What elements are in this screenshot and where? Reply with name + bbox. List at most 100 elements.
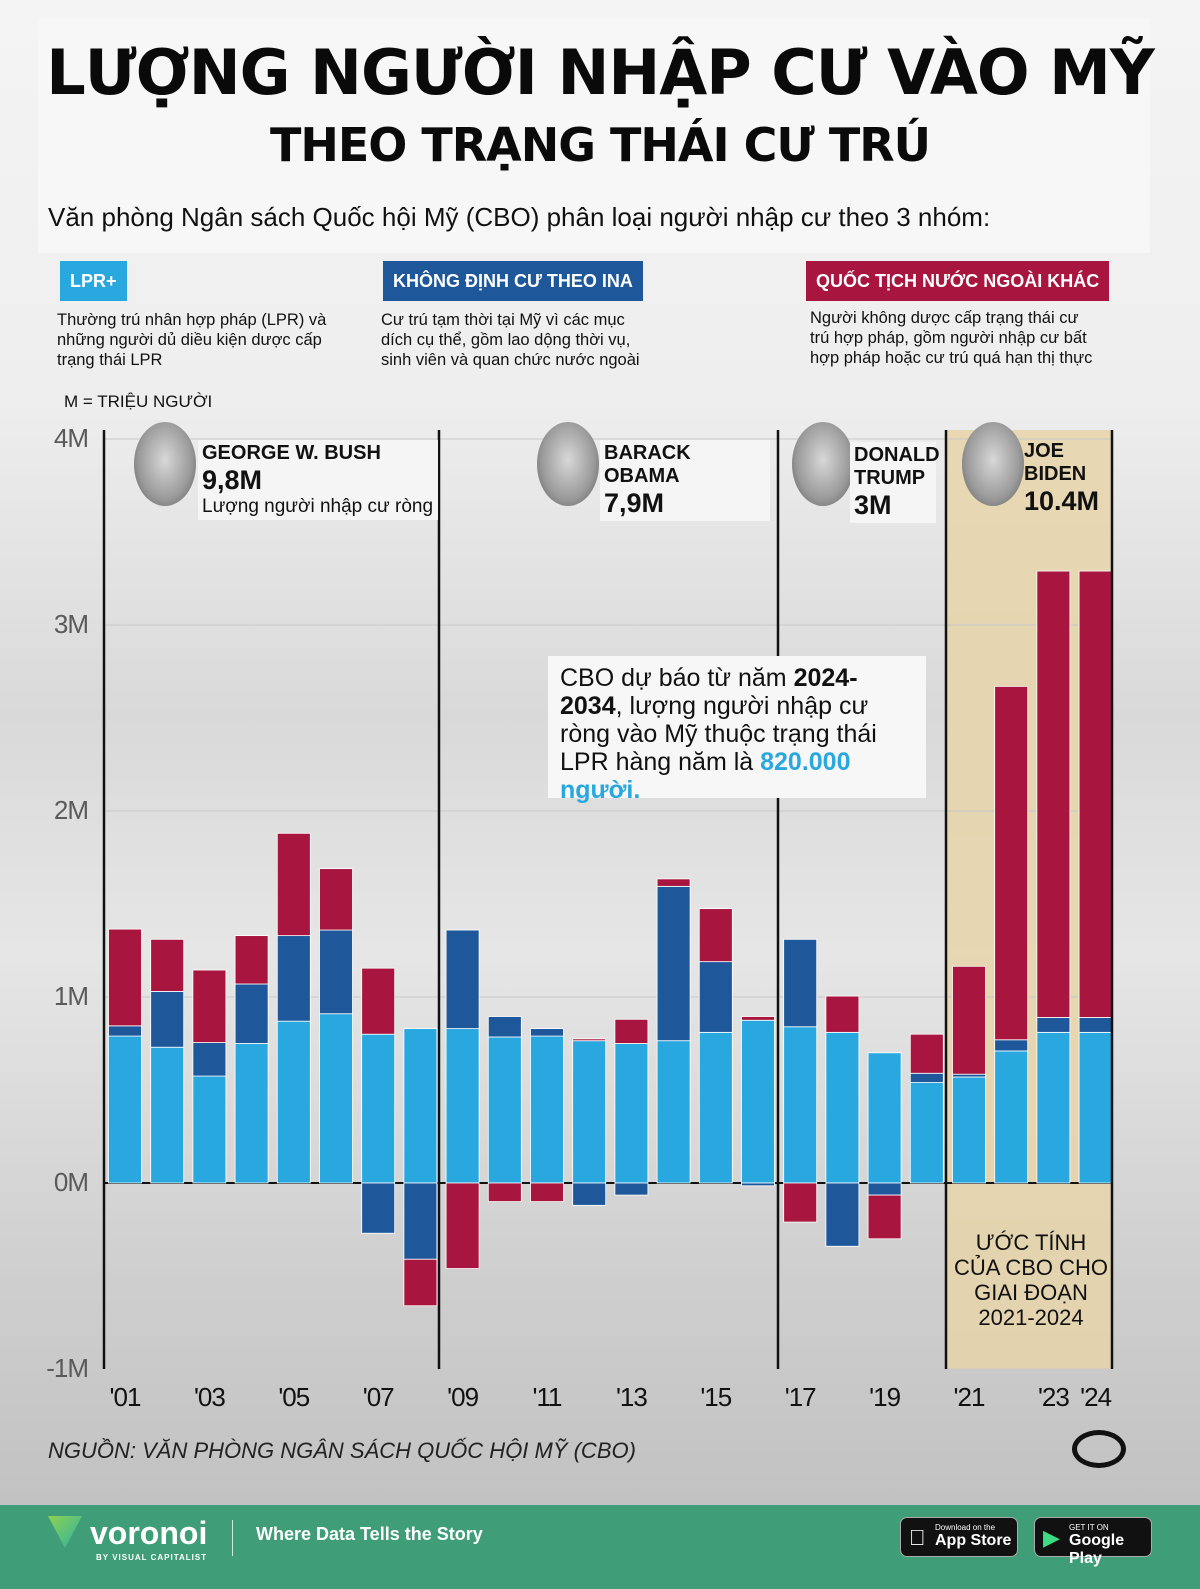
bar-segment-2002-lpr+ <box>150 1046 185 1184</box>
bar-segment-2019-kh-ng-nh-c-theo-ina <box>867 1182 902 1196</box>
callout-years: 2024-2034 <box>560 664 858 720</box>
bar-segment-2018-kh-ng-nh-c-theo-ina <box>825 1182 860 1247</box>
bar-segment-2002-kh-ng-nh-c-theo-ina <box>150 991 185 1048</box>
bar-segment-2015-lpr+ <box>698 1031 733 1184</box>
google-play-button[interactable]: ▶ GET IT ON Google Play <box>1034 1517 1152 1567</box>
bar-segment-2014-lpr+ <box>656 1040 691 1184</box>
bar-segment-2020-qu-c-t-ch-n-c-ngo-i-kh-c <box>909 1033 944 1074</box>
bar-segment-2010-qu-c-t-ch-n-c-ngo-i-kh-c <box>487 1182 522 1203</box>
y-tick-label: -1M <box>46 1353 89 1383</box>
y-tick-label: 2M <box>53 795 89 825</box>
bar-segment-2013-lpr+ <box>614 1043 649 1184</box>
legend-nonimmigrant: KHÔNG ĐỊNH CƯ THEO INA <box>383 261 643 301</box>
bar-segment-2001-lpr+ <box>108 1035 142 1184</box>
intro-text: Văn phòng Ngân sách Quốc hội Mỹ (CBO) ph… <box>48 202 991 232</box>
avatar-bush <box>134 422 196 506</box>
cbo-estimate-note: ƯỚC TÍNH CỦA CBO CHO GIAI ĐOẠN 2021-2024 <box>953 1230 1109 1330</box>
google-play-label: Google Play <box>1069 1532 1125 1567</box>
y-tick-label: 3M <box>53 609 89 639</box>
bar-segment-2018-qu-c-t-ch-n-c-ngo-i-kh-c <box>825 995 860 1033</box>
tagline: Where Data Tells the Story <box>256 1524 483 1544</box>
bar-segment-2024-kh-ng-nh-c-theo-ina <box>1078 1017 1113 1033</box>
x-tick-label: '21 <box>953 1382 986 1412</box>
legend-nonimmigrant-desc: Cư trú tạm thời tại Mỹ vì các mục dích c… <box>381 311 640 369</box>
president-value: 7,9M <box>604 488 665 518</box>
bar-segment-2023-qu-c-t-ch-n-c-ngo-i-kh-c <box>1036 570 1071 1018</box>
bar-segment-2005-kh-ng-nh-c-theo-ina <box>276 935 311 1022</box>
bar-segment-2002-qu-c-t-ch-n-c-ngo-i-kh-c <box>150 938 185 992</box>
app-store-label: App Store <box>935 1532 1012 1549</box>
y-tick-label: 1M <box>53 981 89 1011</box>
x-tick-label: '23 <box>1037 1382 1070 1412</box>
y-tick-label: 0M <box>53 1167 89 1197</box>
bar-segment-2021-kh-ng-nh-c-theo-ina <box>952 1073 986 1078</box>
source-note: NGUỒN: VĂN PHÒNG NGÂN SÁCH QUỐC HỘI MỸ (… <box>48 1438 636 1463</box>
bar-segment-2014-qu-c-t-ch-n-c-ngo-i-kh-c <box>656 878 691 887</box>
bar-segment-2021-lpr+ <box>952 1076 986 1184</box>
x-tick-label: '19 <box>869 1382 901 1412</box>
visual-capitalist-logo-icon <box>1072 1430 1126 1468</box>
bar-segment-2006-kh-ng-nh-c-theo-ina <box>319 929 353 1015</box>
bar-segment-2011-lpr+ <box>530 1035 564 1184</box>
bar-segment-2001-qu-c-t-ch-n-c-ngo-i-kh-c <box>108 928 142 1027</box>
bar-segment-2022-qu-c-t-ch-n-c-ngo-i-kh-c <box>994 685 1029 1041</box>
unit-note: M = TRIỆU NGƯỜI <box>64 392 213 411</box>
president-name: JOE BIDEN <box>1024 440 1087 485</box>
x-tick-label: '05 <box>278 1382 310 1412</box>
bar-segment-2008-kh-ng-nh-c-theo-ina <box>403 1182 438 1260</box>
bar-segment-2018-lpr+ <box>825 1031 860 1184</box>
bar-segment-2013-qu-c-t-ch-n-c-ngo-i-kh-c <box>614 1018 649 1044</box>
bar-segment-2010-kh-ng-nh-c-theo-ina <box>487 1016 522 1038</box>
president-value: 9,8M <box>202 465 263 495</box>
bar-segment-2016-kh-ng-nh-c-theo-ina <box>741 1182 775 1187</box>
bar-segment-2024-qu-c-t-ch-n-c-ngo-i-kh-c <box>1078 570 1113 1018</box>
callout-text: , lượng người nhập cư ròng vào Mỹ thuộc … <box>560 692 877 776</box>
bar-segment-2003-kh-ng-nh-c-theo-ina <box>192 1042 227 1077</box>
bar-segment-2023-kh-ng-nh-c-theo-ina <box>1036 1017 1071 1033</box>
legend-lpr: LPR+ <box>60 261 127 301</box>
president-value: 3M <box>854 490 892 520</box>
header-panel <box>38 18 1150 253</box>
bar-segment-2004-kh-ng-nh-c-theo-ina <box>234 983 269 1044</box>
x-tick-label: '11 <box>532 1382 563 1412</box>
x-tick-label: '13 <box>615 1382 648 1412</box>
president-name: BARACK OBAMA <box>604 442 691 487</box>
brand-subtitle: BY VISUAL CAPITALIST <box>96 1553 208 1562</box>
bar-segment-2020-lpr+ <box>909 1082 944 1184</box>
bar-segment-2003-lpr+ <box>192 1075 227 1184</box>
app-store-button[interactable]:  Download on the App Store <box>900 1517 1018 1557</box>
bar-segment-2017-kh-ng-nh-c-theo-ina <box>783 938 818 1028</box>
app-store-small: Download on the <box>935 1523 996 1532</box>
bar-segment-2022-kh-ng-nh-c-theo-ina <box>994 1039 1029 1052</box>
y-tick-label: 4M <box>53 423 89 453</box>
net-immigration-note: Lượng người nhập cư ròng <box>202 496 434 517</box>
bar-segment-2011-kh-ng-nh-c-theo-ina <box>530 1028 564 1037</box>
divider <box>232 1520 233 1556</box>
legend-other: QUỐC TỊCH NƯỚC NGOÀI KHÁC <box>806 261 1110 301</box>
bar-segment-2013-kh-ng-nh-c-theo-ina <box>614 1182 649 1196</box>
x-tick-label: '17 <box>784 1382 817 1412</box>
bar-segment-2015-kh-ng-nh-c-theo-ina <box>698 961 733 1033</box>
bar-segment-2019-lpr+ <box>867 1052 902 1184</box>
president-name: GEORGE W. BUSH <box>202 442 381 464</box>
bar-segment-2021-qu-c-t-ch-n-c-ngo-i-kh-c <box>952 965 986 1075</box>
bar-segment-2007-lpr+ <box>361 1033 396 1184</box>
bar-segment-2005-qu-c-t-ch-n-c-ngo-i-kh-c <box>276 832 311 937</box>
callout-highlight: 820.000 người. <box>560 748 851 804</box>
x-tick-label: '15 <box>700 1382 732 1412</box>
x-tick-label: '03 <box>193 1382 226 1412</box>
bar-segment-2011-qu-c-t-ch-n-c-ngo-i-kh-c <box>530 1182 564 1203</box>
bar-segment-2009-kh-ng-nh-c-theo-ina <box>445 929 480 1030</box>
bar-segment-2007-kh-ng-nh-c-theo-ina <box>361 1182 396 1234</box>
x-tick-label: '24 <box>1080 1382 1112 1412</box>
bar-segment-2003-qu-c-t-ch-n-c-ngo-i-kh-c <box>192 969 227 1043</box>
x-tick-label: '07 <box>362 1382 395 1412</box>
bar-segment-2012-qu-c-t-ch-n-c-ngo-i-kh-c <box>572 1038 607 1042</box>
x-tick-label: '09 <box>447 1382 479 1412</box>
google-play-small: GET IT ON <box>1069 1523 1109 1532</box>
bar-segment-2017-lpr+ <box>783 1026 818 1184</box>
president-value: 10.4M <box>1024 486 1100 516</box>
bar-segment-2019-qu-c-t-ch-n-c-ngo-i-kh-c <box>867 1194 902 1240</box>
bar-segment-2004-qu-c-t-ch-n-c-ngo-i-kh-c <box>234 935 269 985</box>
